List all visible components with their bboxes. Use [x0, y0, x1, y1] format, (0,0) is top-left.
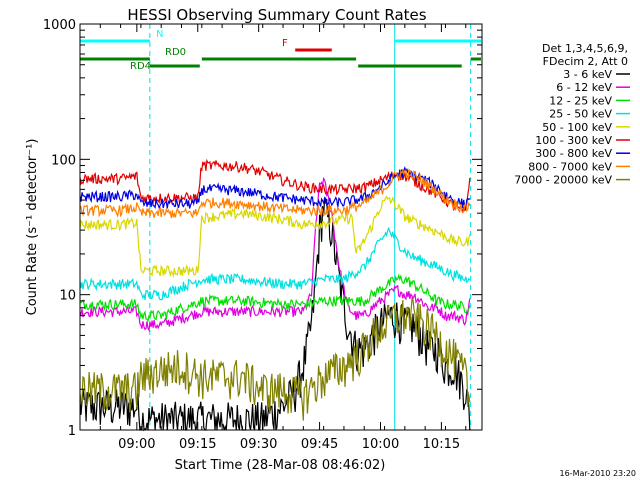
- x-tick-label-10-00: 10:00: [362, 437, 399, 452]
- state-bar-n: N: [80, 29, 481, 43]
- state-bar-label-f: F: [282, 38, 288, 49]
- series-line-300-800-kev: [79, 166, 471, 211]
- state-bar-f: F: [282, 38, 332, 52]
- footer-timestamp: 16-Mar-2010 23:20: [560, 469, 637, 478]
- legend-label-6-12-kev: 6 - 12 keV: [556, 81, 612, 94]
- legend-header-line-1: Det 1,3,4,5,6,9,: [542, 42, 628, 55]
- x-axis: 09:00 09:15 09:30 09:45 10:00 10:15: [79, 24, 467, 452]
- x-tick-label-10-15: 10:15: [423, 437, 460, 452]
- legend-header-line-2: FDecim 2, Att 0: [543, 55, 628, 68]
- state-bar-label-rd4: RD4: [130, 61, 151, 72]
- series-line-100-300-kev: [79, 158, 471, 213]
- legend-label-300-800-kev: 300 - 800 keV: [535, 147, 612, 160]
- series-line-25-50-kev: [79, 226, 471, 301]
- x-tick-label-09-45: 09:45: [301, 437, 338, 452]
- legend-label-800-7000-kev: 800 - 7000 keV: [528, 160, 612, 173]
- series-line-12-25-kev: [79, 273, 471, 323]
- x-tick-label-09-15: 09:15: [179, 437, 216, 452]
- y-axis: 1 10 100 1000: [43, 18, 482, 439]
- plot-frame: [79, 23, 483, 431]
- state-bar-label-n: N: [156, 29, 163, 40]
- legend-label-25-50-kev: 25 - 50 keV: [549, 108, 612, 121]
- y-tick-label-10: 10: [59, 289, 76, 304]
- y-tick-label-1000: 1000: [43, 18, 76, 33]
- series-line-6-12-kev: [79, 176, 471, 333]
- plot-area: N F RD0 RD4: [79, 24, 481, 432]
- x-axis-label: Start Time (28-Mar-08 08:46:02): [175, 458, 386, 473]
- legend-label-3-6-kev: 3 - 6 keV: [563, 68, 612, 81]
- chart-title: HESSI Observing Summary Count Rates: [127, 6, 426, 24]
- legend: Det 1,3,4,5,6,9,FDecim 2, Att 03 - 6 keV…: [514, 42, 630, 187]
- y-tick-label-1: 1: [68, 424, 76, 439]
- state-bar-rd0: RD0: [80, 47, 481, 61]
- series-line-50-100-kev: [79, 195, 471, 279]
- legend-label-100-300-kev: 100 - 300 keV: [535, 134, 612, 147]
- series-line-7000-20000-kev: [79, 297, 471, 421]
- series-line-3-6-kev: [79, 197, 471, 432]
- y-tick-label-100: 100: [51, 153, 76, 168]
- x-tick-label-09-30: 09:30: [240, 437, 277, 452]
- series-line-800-7000-kev: [79, 168, 471, 219]
- state-bar-label-rd0: RD0: [165, 47, 186, 58]
- legend-label-50-100-kev: 50 - 100 keV: [542, 121, 612, 134]
- y-axis-label: Count Rate (s⁻¹ detector⁻¹): [25, 139, 40, 316]
- legend-label-7000-20000-kev: 7000 - 20000 keV: [514, 174, 612, 187]
- state-bar-rd4: RD4: [130, 61, 462, 72]
- legend-label-12-25-kev: 12 - 25 keV: [549, 94, 612, 107]
- x-tick-label-09-00: 09:00: [118, 437, 155, 452]
